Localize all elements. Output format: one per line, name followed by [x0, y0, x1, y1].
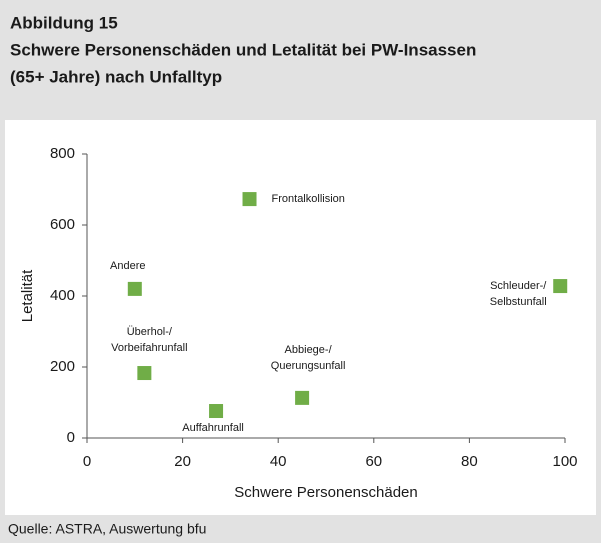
chart-title: Schwere Personenschäden und Letalität be… [10, 40, 476, 59]
point-label: Abbiege-/ [285, 344, 333, 356]
source: Quelle: ASTRA, Auswertung bfu [8, 521, 206, 537]
point [295, 390, 310, 405]
chart-title: (65+ Jahre) nach Unfalltyp [10, 67, 222, 86]
y-tick-label: 800 [50, 145, 75, 162]
point-label: Andere [110, 260, 145, 272]
y-tick-label: 0 [67, 429, 75, 446]
point-label: Querungsunfall [271, 360, 346, 372]
x-tick-label: 80 [461, 453, 478, 470]
chart-title: Abbildung 15 [10, 13, 118, 32]
point [137, 366, 152, 381]
point [127, 281, 142, 296]
point-label: Schleuder-/ [490, 280, 547, 292]
y-tick-label: 600 [50, 216, 75, 233]
point-label: Frontalkollision [272, 193, 345, 205]
y-tick-label: 400 [50, 287, 75, 304]
point-label: Auffahrunfall [182, 422, 244, 434]
x-tick-label: 100 [552, 453, 577, 470]
point-label: Selbstunfall [490, 296, 547, 308]
point [553, 279, 568, 294]
x-axis-title: Schwere Personenschäden [234, 484, 417, 501]
x-tick-label: 40 [270, 453, 287, 470]
x-tick-label: 60 [365, 453, 382, 470]
y-axis-title: Letalität [19, 269, 36, 322]
y-tick-label: 200 [50, 358, 75, 375]
point-label: Vorbeifahrunfall [111, 342, 187, 354]
point [209, 404, 224, 419]
x-tick-label: 0 [83, 453, 91, 470]
point-label: Überhol-/ [127, 326, 173, 338]
x-tick-label: 20 [174, 453, 191, 470]
point [242, 192, 257, 207]
plot-panel [5, 120, 596, 515]
